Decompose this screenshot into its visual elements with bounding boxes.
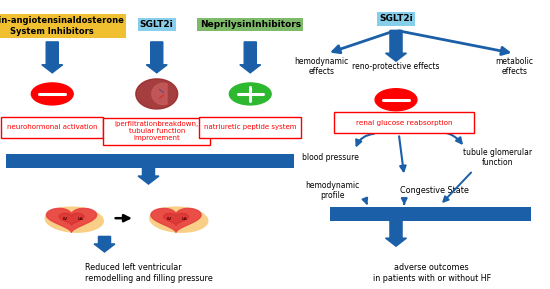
Text: LA: LA <box>182 217 188 221</box>
FancyArrow shape <box>386 221 406 246</box>
Text: LA: LA <box>78 217 83 221</box>
Text: Renin-angiotensinaldosterone
System Inhibitors: Renin-angiotensinaldosterone System Inhi… <box>0 16 124 36</box>
FancyBboxPatch shape <box>200 117 301 138</box>
Text: lperfiltrationbreakdown,
tubular function
improvement: lperfiltrationbreakdown, tubular functio… <box>114 121 199 142</box>
FancyArrow shape <box>146 42 167 73</box>
FancyArrow shape <box>138 168 159 184</box>
Text: tubule glomerular
function: tubule glomerular function <box>463 148 532 167</box>
Polygon shape <box>163 213 189 225</box>
Circle shape <box>229 83 271 105</box>
FancyArrow shape <box>386 30 406 61</box>
Text: natriuretic peptide system: natriuretic peptide system <box>204 124 296 130</box>
Ellipse shape <box>45 206 104 233</box>
Text: adverse outcomes
in patients with or without HF: adverse outcomes in patients with or wit… <box>373 263 491 283</box>
FancyBboxPatch shape <box>330 207 531 221</box>
Circle shape <box>31 83 73 105</box>
Polygon shape <box>152 84 167 104</box>
Text: LV: LV <box>167 217 172 221</box>
Text: LV: LV <box>62 217 68 221</box>
FancyArrow shape <box>240 42 261 73</box>
FancyArrow shape <box>94 236 115 252</box>
Text: SGLT2i: SGLT2i <box>379 14 413 23</box>
Ellipse shape <box>149 206 208 233</box>
Polygon shape <box>59 213 84 225</box>
Text: blood pressure: blood pressure <box>301 153 359 162</box>
Text: metabolic
effects: metabolic effects <box>495 57 534 76</box>
Text: reno-protective effects: reno-protective effects <box>352 62 440 71</box>
Text: neurohormonal activation: neurohormonal activation <box>7 124 97 130</box>
FancyArrow shape <box>42 42 63 73</box>
FancyBboxPatch shape <box>2 117 103 138</box>
Polygon shape <box>46 208 97 232</box>
Text: Reduced left ventricular
remodelling and filling pressure: Reduced left ventricular remodelling and… <box>85 263 212 283</box>
Circle shape <box>375 89 417 111</box>
Text: hemodynamic
profile: hemodynamic profile <box>306 181 360 201</box>
Polygon shape <box>151 208 201 232</box>
Text: renal glucose reabsorption: renal glucose reabsorption <box>356 120 453 126</box>
FancyBboxPatch shape <box>334 112 474 133</box>
Text: Congestive State: Congestive State <box>400 186 469 195</box>
Polygon shape <box>152 84 167 104</box>
FancyBboxPatch shape <box>6 154 294 168</box>
Text: SGLT2i: SGLT2i <box>140 20 174 29</box>
FancyBboxPatch shape <box>103 118 210 145</box>
Polygon shape <box>136 79 178 109</box>
Text: NeprilysinInhibitors: NeprilysinInhibitors <box>200 20 301 29</box>
Text: hemodynamic
effects: hemodynamic effects <box>295 57 349 76</box>
